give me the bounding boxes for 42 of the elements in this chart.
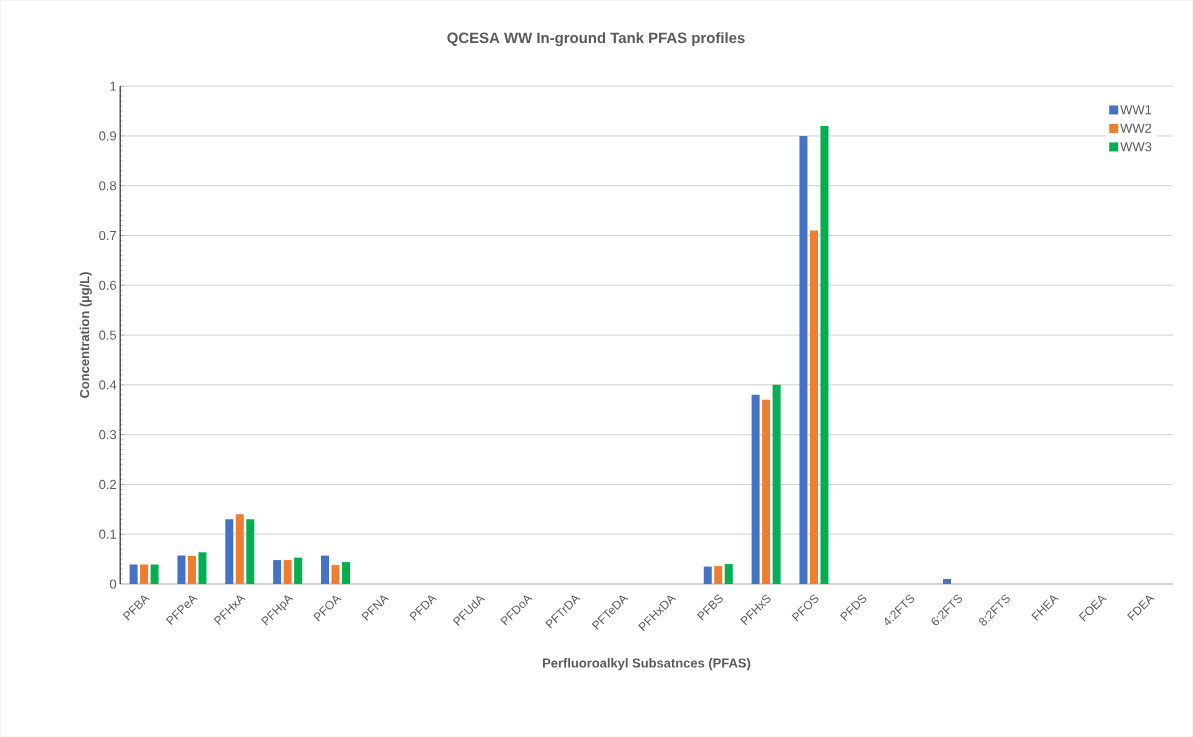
bar <box>225 519 234 584</box>
bar <box>772 384 781 584</box>
bar <box>187 556 196 584</box>
y-tick-label: 0.1 <box>99 529 117 539</box>
bar <box>341 562 350 584</box>
y-tick-label: 0.5 <box>99 330 117 340</box>
bar <box>820 125 829 584</box>
bar <box>273 560 282 584</box>
y-tick-label: 0.3 <box>99 429 117 440</box>
legend-label: WW1 <box>1120 105 1152 115</box>
bar <box>809 230 818 584</box>
bar <box>751 394 760 584</box>
y-tick-label: 0.6 <box>99 280 117 290</box>
bar <box>198 552 207 584</box>
bar <box>714 566 723 584</box>
bar <box>129 564 138 584</box>
bar <box>703 566 712 584</box>
y-tick-label: 1 <box>110 81 117 91</box>
bar <box>724 564 733 584</box>
y-tick-label: 0.9 <box>99 131 117 141</box>
legend-label: WW3 <box>1120 142 1152 152</box>
bar <box>294 557 303 584</box>
bar <box>943 578 951 584</box>
y-tick-label: 0.2 <box>99 479 116 489</box>
y-tick-label: 0.7 <box>99 230 116 241</box>
y-tick-label: 0.4 <box>99 380 117 390</box>
bar <box>235 514 244 584</box>
bar <box>150 564 159 584</box>
chart-title: QCESA WW In-ground Tank PFAS profiles <box>447 32 745 47</box>
bar <box>246 519 255 584</box>
y-tick-label: 0 <box>109 579 117 589</box>
bar <box>799 135 808 584</box>
y-tick-label: 0.8 <box>99 181 117 191</box>
legend-label: WW2 <box>1120 123 1152 133</box>
bar <box>331 565 340 584</box>
bar <box>283 560 292 584</box>
x-axis-title: Perfluoroalkyl Subsatnces (PFAS) <box>543 658 751 671</box>
bar <box>762 399 771 584</box>
bar <box>177 555 186 584</box>
y-axis-title: Concentration (µg/L) <box>79 272 92 398</box>
bar <box>320 555 329 584</box>
bar <box>140 564 149 584</box>
